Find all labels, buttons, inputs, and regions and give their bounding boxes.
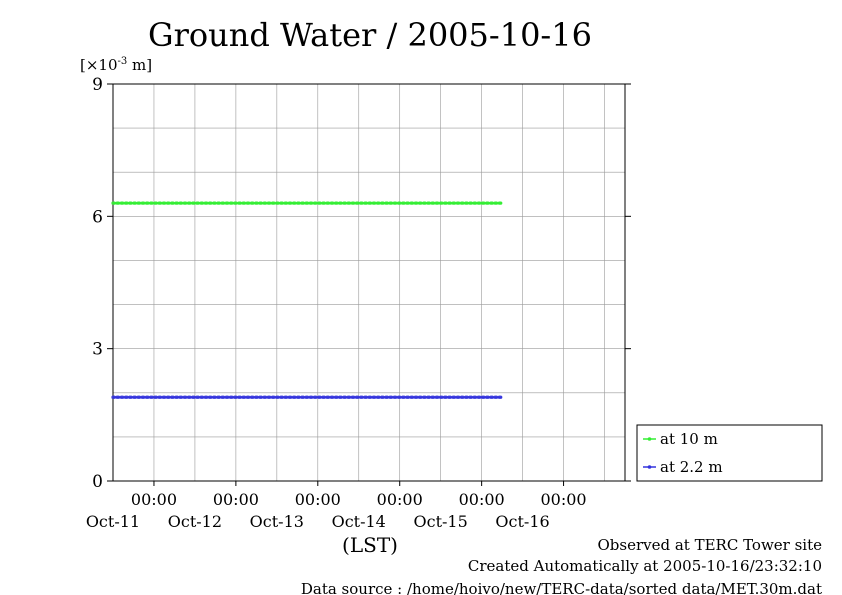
y-tick-label: 3 — [92, 340, 103, 360]
chart-title: Ground Water / 2005-10-16 — [148, 16, 592, 54]
x-tick-date-label: Oct-14 — [332, 512, 386, 531]
x-axis: 00:00 Oct-11 00:00 Oct-12 00:00 Oct-13 00:00 Oc… — [86, 481, 587, 531]
y-tick-label: 0 — [92, 472, 103, 492]
y-axis-unit-label: [×10-3 m] — [80, 56, 152, 74]
x-tick-date-label: Oct-15 — [413, 512, 467, 531]
x-tick-time-label: 00:00 — [295, 490, 341, 509]
x-tick-time-label: 00:00 — [459, 490, 505, 509]
x-tick-time-label: 00:00 — [213, 490, 259, 509]
legend-box — [636, 424, 823, 482]
x-tick-time-label: 00:00 — [131, 490, 177, 509]
x-tick-date-label: Oct-13 — [250, 512, 304, 531]
x-tick-date-label: Oct-16 — [495, 512, 549, 531]
footer-data-source: Data source : /home/hoivo/new/TERC-data/… — [301, 580, 822, 595]
y-axis: 0 3 6 9 — [92, 75, 631, 492]
x-axis-label: (LST) — [342, 533, 398, 557]
legend-label-at-2-2m: at 2.2 m — [660, 458, 723, 476]
x-tick-date-label: Oct-11 — [86, 512, 140, 531]
y-tick-label: 6 — [92, 207, 103, 227]
plot-frame — [112, 83, 626, 482]
grid — [113, 84, 625, 481]
series-group — [111, 201, 504, 399]
legend: at 10 m at 2.2 m — [636, 424, 823, 482]
legend-label-at-10m: at 10 m — [660, 430, 718, 448]
footer-created-timestamp: Created Automatically at 2005-10-16/23:3… — [468, 557, 822, 575]
legend-marker-at-10m — [647, 437, 652, 441]
y-tick-label: 9 — [92, 75, 103, 95]
footer-observed-site: Observed at TERC Tower site — [597, 536, 822, 554]
x-tick-time-label: 00:00 — [541, 490, 587, 509]
legend-marker-at-2-2m — [647, 465, 652, 469]
x-tick-date-label: Oct-12 — [168, 512, 222, 531]
x-tick-time-label: 00:00 — [377, 490, 423, 509]
